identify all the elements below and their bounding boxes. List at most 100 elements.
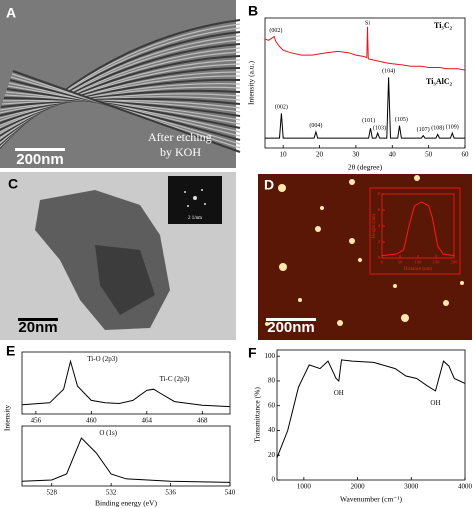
scale-label: 20nm <box>18 319 57 336</box>
series-label: Ti₃C₂ <box>434 21 453 30</box>
panel-label: B <box>248 3 258 19</box>
x-tick-label: 50 <box>425 151 433 159</box>
inset-frame <box>369 187 461 275</box>
scale-bar <box>266 318 316 321</box>
x-tick-label: 2000 <box>351 483 366 491</box>
afm-image <box>258 174 472 340</box>
y-axis-label: Intensity (a.u.) <box>247 61 256 105</box>
series-line <box>21 437 231 483</box>
scale-label: 200nm <box>16 151 64 168</box>
layer <box>0 86 241 119</box>
x-tick-label: 150 <box>433 260 441 265</box>
x-tick-label: 1000 <box>297 483 312 491</box>
plot-frame <box>264 17 466 149</box>
x-tick-label: 456 <box>31 417 42 425</box>
y-tick-label: 2 <box>378 239 380 244</box>
plot-frame <box>21 425 231 487</box>
annotation: Ti-O (2p3) <box>87 355 118 363</box>
x-tick-label: 30 <box>352 151 360 159</box>
afm-particles <box>265 175 464 326</box>
x-axis-label: Wavenumber (cm⁻¹) <box>340 495 403 504</box>
particle <box>460 281 464 285</box>
particle <box>320 206 324 210</box>
annotation: OH <box>334 389 344 397</box>
x-tick-label: 50 <box>398 260 403 265</box>
particle <box>315 226 321 232</box>
y-axis-label: Transmittance (%) <box>253 387 262 443</box>
layer <box>0 71 241 129</box>
particle <box>298 298 302 302</box>
inset-scale: 2 1/nm <box>188 216 202 221</box>
annotation: (004) <box>309 122 322 129</box>
layer <box>0 93 241 114</box>
particle <box>401 314 409 322</box>
scale-label: 200nm <box>267 319 315 336</box>
layer <box>0 43 241 142</box>
series-label: Ti₃AlC₂ <box>426 77 453 86</box>
layer <box>0 59 241 135</box>
x-axis-label: 2θ (degree) <box>348 163 383 172</box>
particle <box>349 238 355 244</box>
y-axis-label: Intensity <box>3 405 12 431</box>
annotation: (104) <box>382 68 395 75</box>
x-tick-label: 532 <box>106 489 117 497</box>
particle <box>443 300 449 306</box>
layer <box>0 67 241 132</box>
annotation: (002) <box>275 104 288 111</box>
annotation: Si <box>365 20 370 26</box>
x-axis-label: Distance (nm) <box>404 267 433 272</box>
y-axis-label: Height (nm) <box>372 213 377 238</box>
particle <box>279 263 287 271</box>
x-tick-label: 10 <box>280 151 288 159</box>
sem-texture <box>0 19 241 153</box>
layer <box>0 63 241 133</box>
caption: After etching <box>148 130 212 144</box>
layer <box>3 97 241 117</box>
x-tick-label: 540 <box>225 489 236 497</box>
y-tick-label: 0 <box>378 255 381 260</box>
x-tick-label: 468 <box>197 417 208 425</box>
annotation: (002) <box>269 27 282 34</box>
series-line <box>276 359 466 458</box>
y-tick-label: 0 <box>272 476 276 484</box>
annotation: (105) <box>395 116 408 123</box>
layer <box>0 96 241 111</box>
annotation: O (1s) <box>99 429 117 437</box>
series-line <box>265 77 465 139</box>
caption: by KOH <box>160 145 201 159</box>
annotation: OH <box>430 399 440 407</box>
x-tick-label: 0 <box>381 260 384 265</box>
layer <box>8 82 241 137</box>
series-line <box>21 359 231 408</box>
x-tick-label: 528 <box>46 489 57 497</box>
x-tick-label: 20 <box>316 151 324 159</box>
layer <box>6 88 241 129</box>
particle <box>358 258 362 262</box>
x-tick-label: 40 <box>389 151 397 159</box>
panel-label: E <box>6 343 15 359</box>
particle <box>265 322 269 326</box>
scale-bar <box>15 148 65 151</box>
particle <box>393 284 397 288</box>
annotation: (109) <box>446 123 459 130</box>
layer <box>12 70 241 153</box>
annotation: (101) <box>362 117 375 124</box>
y-tick-label: 100 <box>265 352 276 360</box>
y-tick-label: 40 <box>268 426 276 434</box>
particle <box>414 175 420 181</box>
x-tick-label: 60 <box>462 151 470 159</box>
layer <box>0 78 241 125</box>
panel-label: D <box>264 177 274 193</box>
annotation: (108) <box>431 125 444 132</box>
series-line <box>264 26 466 71</box>
x-tick-label: 200 <box>451 260 459 265</box>
layer <box>9 79 241 141</box>
plot-frame <box>276 349 466 481</box>
annotation: (103) <box>373 125 386 132</box>
layer <box>1 99 241 109</box>
x-tick-label: 464 <box>142 417 153 425</box>
layer <box>0 89 241 117</box>
panel-label: F <box>248 345 257 361</box>
layer <box>5 91 241 125</box>
annotation: Ti-C (2p3) <box>160 375 191 383</box>
